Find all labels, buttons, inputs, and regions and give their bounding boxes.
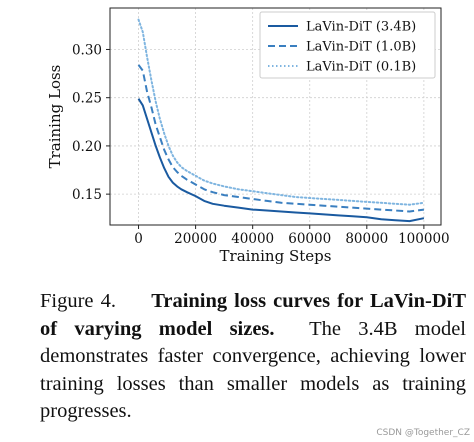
training-loss-chart: 20000 40000 60000 80000 100000 0 0.15 0.20 0.25 0… (46, 7, 450, 265)
y-tick-label: 0.15 (72, 187, 102, 203)
figure-caption: Figure 4. Training loss curves for LaVin… (40, 288, 466, 426)
series-layer (137, 18, 425, 223)
caption-figure-number: Figure 4. (40, 290, 116, 312)
series-line-0 (137, 98, 425, 223)
caption-body: The 3.4B model demonstrates faster conve… (40, 317, 466, 423)
caption-bold-title: Training loss curves for LaVin-DiT of va… (40, 290, 467, 340)
legend-label: LaVin-DiT (1.0B) (306, 40, 416, 55)
legend-label: LaVin-DiT (3.4B) (306, 20, 416, 35)
x-tick-label: 40000 (231, 231, 274, 247)
x-tick-label: 20000 (174, 231, 217, 247)
y-axis-label: Training Loss (46, 65, 64, 169)
x-axis-label: Training Steps (220, 247, 332, 265)
plot-frame (109, 7, 442, 226)
x-tick-label: 80000 (345, 231, 388, 247)
legend-box (259, 11, 436, 79)
x-tick-label: 100000 (398, 231, 450, 247)
y-tick-label: 0.25 (72, 91, 102, 107)
tick-layer: 20000 40000 60000 80000 100000 0 0.15 0.20 0.25 0… (72, 42, 450, 247)
legend-label: LaVin-DiT (0.1B) (306, 60, 416, 75)
x-tick-label: 60000 (288, 231, 331, 247)
y-tick-label: 0.30 (72, 42, 102, 58)
y-tick-label: 0.20 (72, 139, 102, 155)
legend: LaVin-DiT (3.4B) LaVin-DiT (1.0B) LaVin-Di… (259, 11, 436, 79)
watermark: CSDN @Together_CZ (376, 428, 470, 438)
series-line-1 (137, 64, 425, 213)
x-tick-label: 0 (134, 231, 143, 247)
series-line-2 (137, 18, 425, 206)
